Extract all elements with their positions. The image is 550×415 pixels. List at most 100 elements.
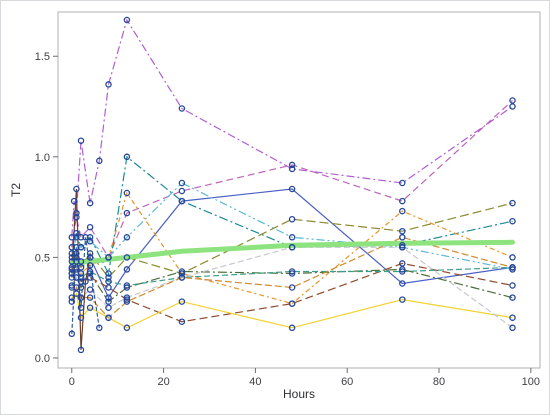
data-point-9-10 [509,294,516,301]
data-point-14-1 [68,270,76,277]
data-point-2-2 [73,213,80,221]
data-point-7-10 [509,254,516,261]
data-point-5-2 [73,234,80,241]
data-point-13-7 [178,274,186,281]
data-point-5-1 [68,250,76,257]
data-point-7-9 [399,207,406,215]
data-point-7-7 [178,270,186,277]
data-point-11-6 [123,324,131,332]
data-point-1-4 [77,137,85,144]
data-point-9-7 [178,268,186,275]
data-point-8-3 [77,278,85,285]
data-point-7-3 [77,270,85,277]
data-point-5-7 [178,179,186,187]
x-tick-label-2: 20 [157,376,169,388]
data-point-2-7 [178,187,186,195]
data-point-12-8 [288,244,296,251]
data-point-15-5 [96,324,103,332]
y-tick-label-4: 1.5 [35,51,50,63]
data-point-8-9 [399,260,406,267]
data-point-13-1 [68,298,76,305]
data-point-6-9 [399,227,406,235]
data-point-9-5 [105,298,112,305]
x-tick-label-6: 100 [522,376,540,388]
data-point-8-2 [73,264,80,271]
data-point-10-5 [105,278,112,285]
data-point-5-10 [509,266,516,273]
data-point-2-8 [288,161,296,169]
data-point-1-12 [509,103,516,110]
plot-area [57,11,541,369]
data-point-15-3 [77,304,85,311]
data-point-5-4 [86,238,94,245]
trend-line [69,239,515,266]
data-point-1-3 [73,209,80,217]
data-point-6-6 [123,254,131,261]
data-point-5-8 [288,234,296,241]
data-point-1-6 [96,157,103,165]
y-axis-title: T2 [9,183,23,197]
data-point-2-4 [86,223,94,231]
data-point-11-7 [178,298,186,305]
fit-layer [69,239,515,266]
data-point-13-10 [509,264,516,271]
x-tick-label-1: 0 [69,376,75,388]
data-point-4-7 [178,197,186,205]
data-point-12-9 [399,244,406,251]
data-point-9-8 [288,270,296,277]
data-point-6-5 [105,274,112,281]
data-point-7-4 [86,262,94,269]
data-point-6-8 [288,215,296,223]
data-point-11-10 [509,314,516,321]
data-point-13-5 [105,314,112,321]
data-point-2-6 [123,209,131,217]
data-point-13-3 [77,294,85,301]
data-point-6-4 [86,250,94,257]
data-point-11-2 [73,290,80,297]
data-point-3-6 [123,153,131,161]
series-line-5 [71,182,513,270]
data-point-9-9 [399,266,406,273]
data-point-8-8 [288,300,296,307]
data-point-1-5 [86,199,94,207]
data-point-15-4 [82,234,89,241]
data-point-1-2 [70,197,78,205]
data-point-10-2 [73,266,80,273]
x-tick-label-5: 80 [433,376,445,388]
data-point-7-5 [105,254,112,261]
data-point-12-5 [105,304,112,311]
data-point-3-2 [73,229,80,237]
data-point-14-2 [73,185,80,193]
series-line-2 [71,100,513,259]
data-point-12-10 [509,324,516,332]
data-point-10-9 [399,268,406,275]
axis-layer: 0.0 0.5 1.0 1.5 0 20 40 60 80 100 [35,51,540,388]
data-point-7-2 [73,258,80,265]
data-point-15-1 [68,330,76,338]
data-point-8-4 [86,274,94,281]
data-point-3-5 [105,270,112,277]
data-point-14-3 [77,346,85,354]
data-point-14-5 [86,254,94,261]
data-point-1-9 [178,105,186,112]
data-point-3-10 [509,217,516,225]
x-tick-label-4: 60 [341,376,353,388]
data-point-3-9 [399,242,406,249]
data-point-8-10 [509,282,516,289]
data-point-8-5 [105,284,112,291]
y-tick-label-2: 0.5 [35,252,50,264]
y-tick-label-3: 1.0 [35,152,50,164]
data-point-2-9 [399,197,406,205]
data-point-13-6 [123,298,131,305]
series-line-6 [71,202,513,279]
data-point-15-2 [73,244,80,251]
x-axis-title: Hours [283,387,315,401]
data-point-13-8 [288,284,296,291]
data-point-5-6 [123,234,131,241]
data-point-9-6 [123,284,131,291]
data-point-7-6 [123,189,131,197]
data-point-11-3 [77,314,85,321]
data-point-8-6 [123,296,131,303]
data-point-1-11 [399,179,406,187]
